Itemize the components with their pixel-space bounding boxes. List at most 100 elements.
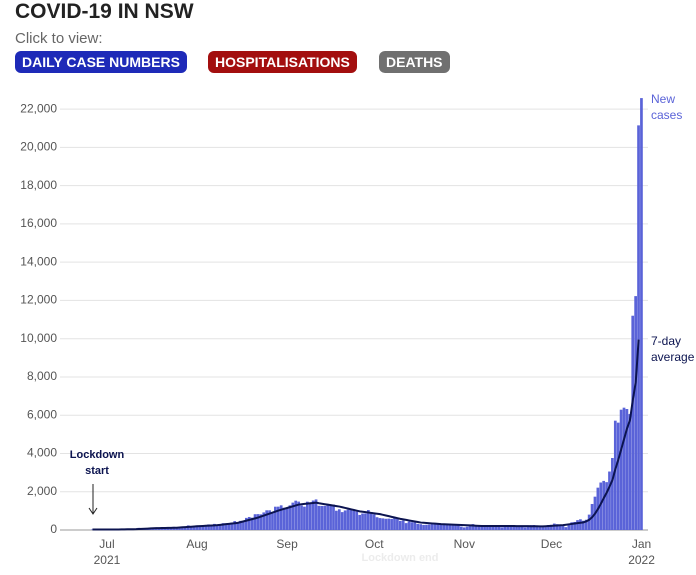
bar [640,98,643,531]
bar [160,528,164,530]
y-tick-label: 12,000 [20,293,57,307]
bar [576,520,579,530]
button[interactable]: DEATHS [379,51,450,73]
y-tick-label: 20,000 [20,140,57,154]
bar [183,526,187,530]
bar [378,518,382,530]
bar [401,520,405,530]
line [92,339,640,531]
bar [430,522,434,530]
x-tick-label: Aug [186,537,207,551]
bar [218,524,222,530]
bar [564,527,568,530]
bar [439,524,443,530]
bar [320,505,324,530]
bar [561,526,565,530]
button[interactable]: DAILY CASE NUMBERS [15,51,187,73]
bar [268,510,271,530]
bar [631,315,635,530]
title: COVID-19 IN NSW [15,0,194,23]
bar [451,524,454,530]
bar [282,507,286,530]
bar [483,526,486,530]
bar [497,525,501,530]
bar [279,505,283,530]
bar [520,526,524,530]
bar [288,505,292,530]
bar [494,525,498,530]
y-tick-label: 16,000 [20,216,57,230]
bar [544,527,547,530]
bar [239,520,242,530]
bar [189,526,193,530]
bar [454,524,457,530]
bar [622,407,626,530]
bar [291,502,295,530]
bar [390,518,393,530]
bar [584,519,588,530]
bar [265,510,269,530]
bar [445,524,449,530]
bar [352,510,356,530]
bar [486,526,489,530]
bar [552,523,556,530]
bar [308,503,312,530]
bar [300,505,303,530]
bar [518,526,521,530]
bar [579,519,582,530]
legend-label: New cases [651,92,682,122]
bar [570,522,574,530]
bar [276,506,280,530]
bar [523,527,527,530]
bar [462,527,466,530]
bar [285,508,289,530]
bar [471,524,475,530]
bar [387,518,391,530]
bar [550,524,553,530]
bar [337,509,341,530]
bar [465,526,469,530]
bar [416,523,420,530]
bar [529,525,533,530]
bar [250,517,254,530]
bar [332,504,335,530]
button[interactable]: HOSPITALISATIONS [208,51,357,73]
bar [393,517,396,530]
bar [192,525,196,530]
x-tick-label: Jul 2021 [94,537,121,567]
bar [477,526,481,530]
bar [567,525,571,530]
bar [419,524,422,530]
bar [474,525,478,530]
bar [262,512,266,530]
bar [480,525,484,530]
bar [221,523,225,530]
bar [274,506,277,530]
bar [346,509,350,530]
bar [314,499,318,530]
bar [442,524,446,530]
bar [448,524,452,530]
bar [375,517,379,530]
bar [500,527,504,530]
annotation-arrowhead [88,507,98,515]
bar [526,526,530,530]
annotation: Lockdown start [70,449,125,477]
bar [256,514,260,530]
bar [340,512,344,530]
bar [587,514,591,530]
x-tick-label: Dec [541,537,562,551]
bar [628,414,632,530]
bar [515,525,518,530]
x-tick-label: Sep [276,537,298,551]
bar [323,505,327,530]
bar [613,420,617,530]
bar [204,525,208,530]
bar [303,506,306,530]
bar [207,524,210,530]
bar [573,521,576,530]
y-tick-label: 4,000 [27,446,57,460]
bar [317,505,321,530]
annotation: Lockdown end [362,552,439,564]
